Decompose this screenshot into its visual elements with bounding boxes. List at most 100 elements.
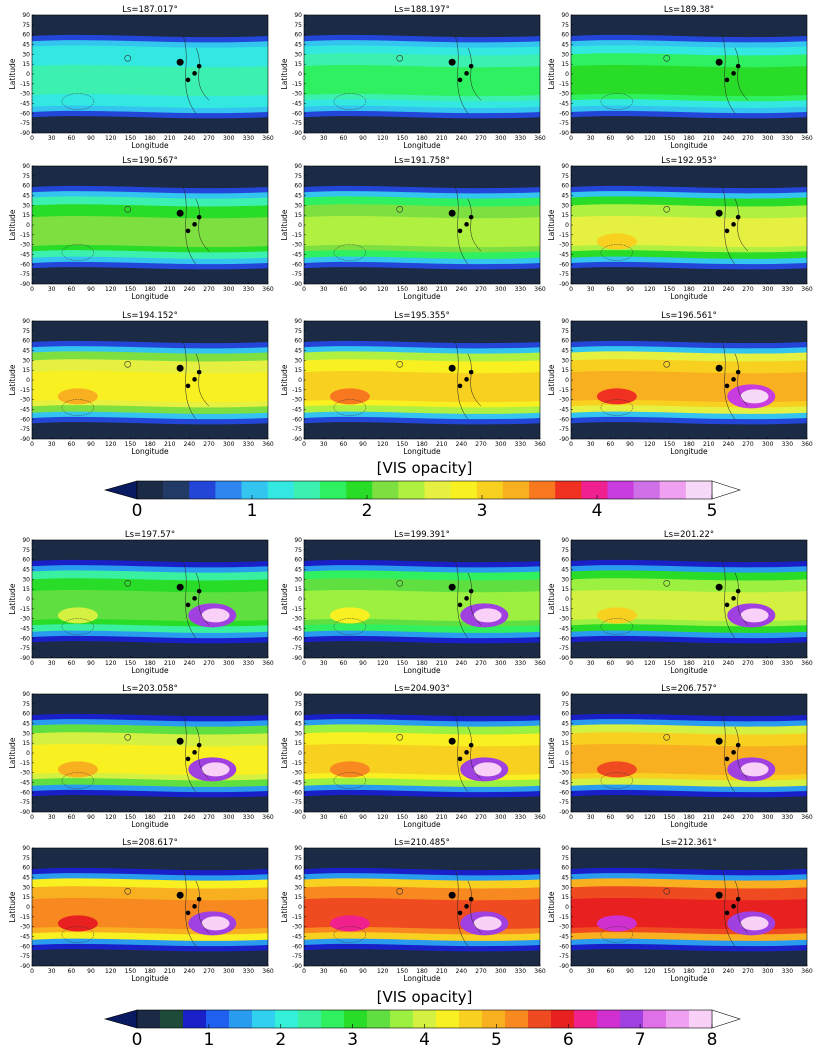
colorbar-segment [502,481,530,499]
crater [124,733,132,741]
x-tick-label: 330 [782,441,794,448]
crater [396,733,404,741]
y-tick-label: 60 [294,711,302,718]
x-tick-label: 120 [377,286,389,293]
contour [195,47,210,101]
x-tick-label: 360 [262,286,274,293]
y-tick-label: 45 [561,567,569,574]
map-shading [571,848,807,966]
colorbar-tick-label: 2 [275,1030,286,1050]
volcano [176,737,184,745]
colorbar-segment [372,481,399,499]
volcano [176,583,184,591]
y-tick-label: 45 [22,348,30,355]
x-tick-label: 0 [30,286,34,293]
volcano [724,77,730,83]
contour [734,198,749,252]
y-axis-label: Latitude [547,891,556,922]
contour [734,47,749,101]
y-tick-label: -45 [292,780,302,787]
y-axis-label: Latitude [280,737,289,768]
y-tick-label: 15 [22,894,30,901]
panel-title: Ls=187.017° [122,5,178,15]
y-tick-label: -15 [292,606,302,613]
volcano [735,369,741,375]
y-tick-label: -15 [292,760,302,767]
x-tick-label: 60 [340,814,348,821]
y-tick-label: 60 [561,183,569,190]
y-tick-label: -75 [559,953,569,960]
contour [600,244,634,261]
colorbar-label: [VIS opacity] [377,459,473,477]
volcano [176,209,184,217]
y-tick-label: 60 [294,865,302,872]
y-tick-label: 0 [298,222,302,229]
contour [195,880,210,934]
storm-core [473,608,502,623]
x-tick-label: 300 [762,814,774,821]
y-tick-label: -30 [20,616,30,623]
y-tick-label: -30 [559,397,569,404]
x-tick-label: 90 [87,135,95,142]
colorbar-segment [298,1010,322,1028]
y-axis-label: Latitude [8,583,17,614]
y-tick-label: 90 [561,12,569,19]
x-tick-label: 90 [626,968,634,975]
crater [124,887,132,895]
y-tick-label: -60 [20,416,30,423]
volcano [715,737,723,745]
y-tick-label: -60 [559,635,569,642]
x-tick-label: 150 [125,814,137,821]
volcano [464,904,469,909]
panel-title: Ls=208.617° [122,838,178,848]
y-tick-label: 0 [565,904,569,911]
y-axis-label: Latitude [8,209,17,240]
y-tick-label: 30 [294,884,302,891]
y-tick-label: 30 [294,357,302,364]
x-tick-label: 30 [587,660,595,667]
y-tick-label: -75 [559,426,569,433]
map-shading [571,694,807,812]
x-tick-label: 300 [762,441,774,448]
storm-core [473,916,502,931]
volcano [464,596,469,601]
x-tick-label: 240 [456,135,468,142]
volcano [464,222,469,227]
x-tick-label: 180 [416,660,428,667]
x-tick-label: 180 [683,660,695,667]
colorbar-segment [597,1010,621,1028]
volcano [196,63,202,69]
y-tick-label: -75 [20,799,30,806]
y-tick-label: -90 [20,963,30,970]
y-tick-label: -45 [292,252,302,259]
colorbar-segment [344,1010,368,1028]
x-tick-label: 0 [302,286,306,293]
x-tick-label: 30 [587,441,595,448]
map-shading [32,15,268,133]
y-tick-label: 45 [22,42,30,49]
y-tick-label: 15 [561,367,569,374]
map-band [32,64,268,97]
volcano [196,896,202,902]
volcano [735,742,741,748]
volcano [192,904,197,909]
panel-title: Ls=210.485° [394,838,450,848]
y-tick-label: 75 [561,22,569,29]
x-tick-label: 180 [683,968,695,975]
x-tick-label: 180 [144,286,156,293]
y-tick-label: 15 [561,740,569,747]
x-tick-label: 240 [723,286,735,293]
x-tick-label: 120 [377,135,389,142]
x-axis-label: Longitude [131,974,169,983]
y-tick-label: 60 [294,32,302,39]
colorbar-segment [137,481,164,499]
y-tick-label: -90 [559,130,569,137]
colorbar-segment [413,1010,437,1028]
volcano [176,891,184,899]
contour [454,340,469,420]
x-tick-label: 300 [762,660,774,667]
x-tick-label: 360 [801,814,813,821]
y-tick-label: 75 [561,701,569,708]
y-tick-label: 15 [561,894,569,901]
x-tick-label: 240 [723,968,735,975]
